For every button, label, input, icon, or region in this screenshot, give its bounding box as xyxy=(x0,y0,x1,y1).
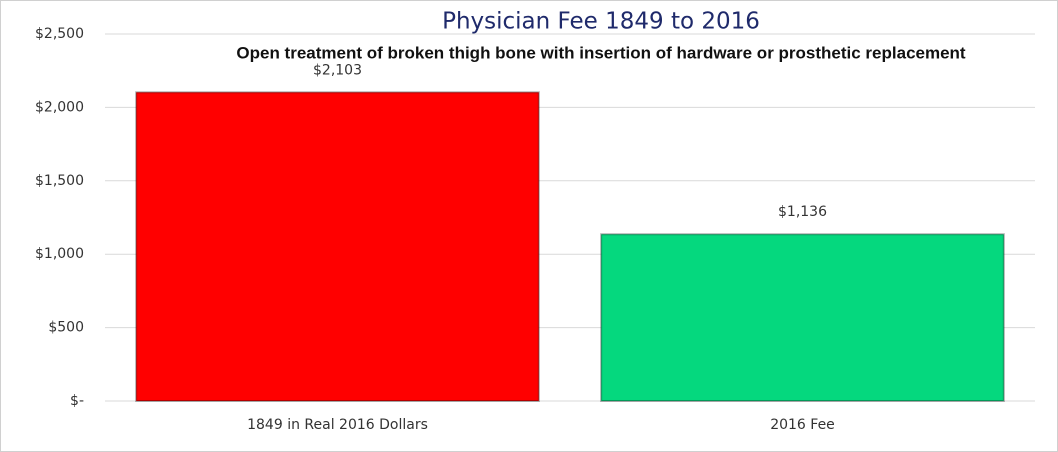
y-tick-label: $1,000 xyxy=(35,246,84,262)
value-label: $2,103 xyxy=(313,62,362,78)
value-label: $1,136 xyxy=(778,204,827,220)
x-tick-label: 2016 Fee xyxy=(770,417,835,433)
y-tick-label: $2,500 xyxy=(35,26,84,42)
bar xyxy=(135,91,540,402)
y-tick-label: $500 xyxy=(48,320,84,336)
y-tick-label: $1,500 xyxy=(35,173,84,189)
y-tick-label: $- xyxy=(70,393,84,409)
chart-title: Physician Fee 1849 to 2016 xyxy=(442,9,760,35)
bar xyxy=(600,233,1005,402)
chart-subtitle: Open treatment of broken thigh bone with… xyxy=(236,43,966,62)
x-tick-label: 1849 in Real 2016 Dollars xyxy=(247,417,428,433)
y-tick-label: $2,000 xyxy=(35,99,84,115)
